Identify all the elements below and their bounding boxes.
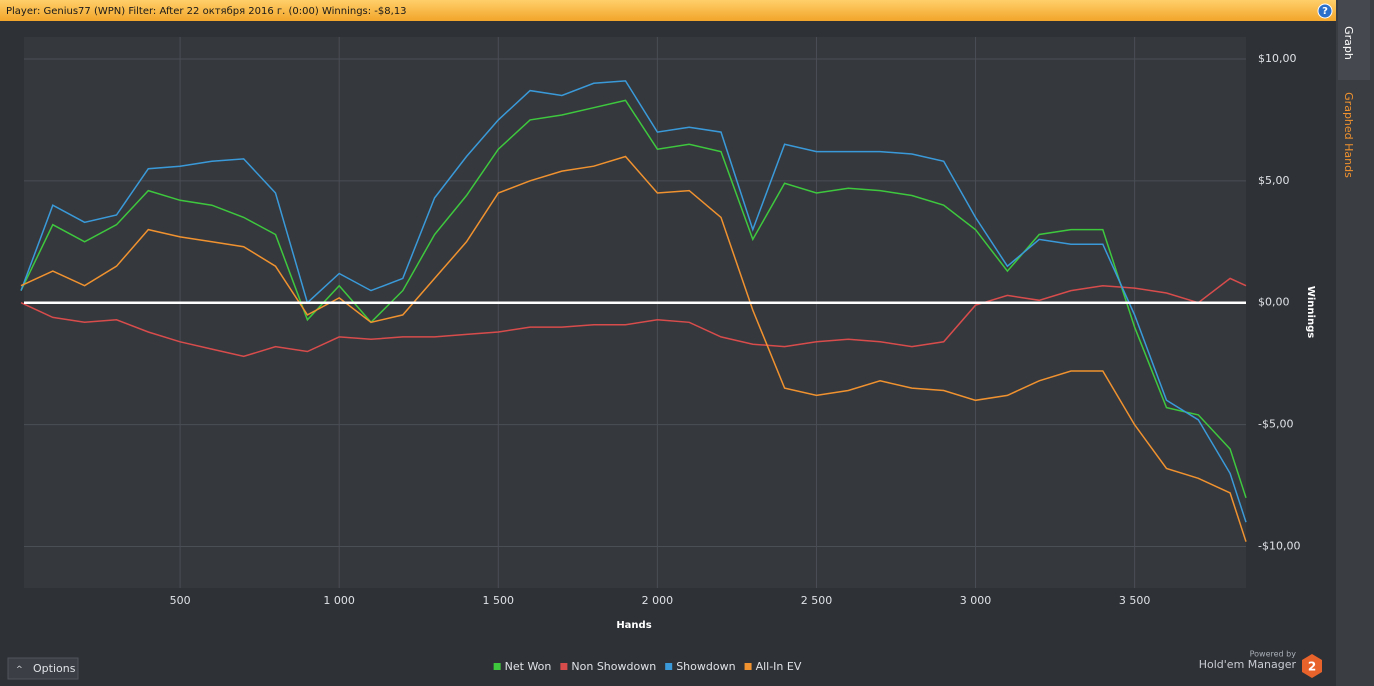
legend-swatch: [560, 663, 568, 670]
series-line: [20, 80, 1247, 523]
y-tick-label: $10,00: [1258, 52, 1297, 65]
powered-by: Powered by: [1250, 650, 1297, 659]
plot-area: [24, 37, 1246, 588]
y-axis-label: Winnings: [1305, 286, 1316, 338]
legend-swatch: [493, 663, 501, 670]
legend-label: Showdown: [676, 660, 735, 673]
legend-swatch: [744, 663, 752, 670]
x-tick-label: 3 500: [1119, 594, 1151, 607]
y-tick-label: $0,00: [1258, 296, 1290, 309]
legend-label: Non Showdown: [571, 660, 656, 673]
options-caret[interactable]: ^: [16, 665, 23, 674]
y-tick-label: -$10,00: [1258, 540, 1300, 553]
x-tick-label: 3 000: [960, 594, 992, 607]
legend-label: All-In EV: [756, 660, 802, 673]
graph-tab[interactable]: Graph: [1342, 26, 1355, 60]
x-tick-label: 2 000: [642, 594, 674, 607]
y-tick-label: $5,00: [1258, 174, 1290, 187]
graph-tab-bg[interactable]: [1338, 0, 1370, 80]
help-icon[interactable]: ?: [1322, 6, 1328, 17]
series-line: [20, 277, 1247, 358]
logo-text: 2: [1308, 660, 1316, 674]
x-tick-label: 1 500: [483, 594, 515, 607]
options-button[interactable]: [7, 657, 79, 680]
help-button[interactable]: [1317, 3, 1333, 19]
series-line: [20, 155, 1247, 542]
series-line: [20, 99, 1247, 499]
legend-swatch: [665, 663, 673, 670]
product-name: Hold'em Manager: [1199, 658, 1297, 671]
y-tick-label: -$5,00: [1258, 418, 1293, 431]
header-text: Player: Genius77 (WPN) Filter: After 22 …: [6, 6, 407, 17]
sidebar: [1336, 0, 1374, 686]
graphed-hands-tab[interactable]: Graphed Hands: [1342, 92, 1355, 178]
legend: Net Won Non Showdown Showdown All-In EV: [493, 660, 802, 673]
x-tick-label: 2 500: [801, 594, 833, 607]
x-tick-label: 500: [170, 594, 191, 607]
x-tick-label: 1 000: [323, 594, 355, 607]
options-label[interactable]: Options: [33, 662, 76, 675]
x-axis-label: Hands: [616, 620, 651, 631]
header-bar: [0, 0, 1336, 21]
logo: [1302, 654, 1322, 678]
legend-label: Net Won: [505, 660, 552, 673]
